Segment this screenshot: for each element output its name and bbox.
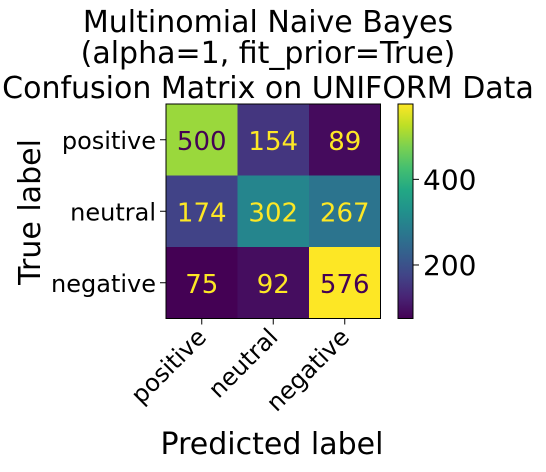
matrix-cell-value: 154 <box>248 127 298 157</box>
matrix-cell <box>166 175 238 248</box>
y-tick-label: positive <box>62 127 156 155</box>
chart-title-line-3: Confusion Matrix on UNIFORM Data <box>2 71 534 106</box>
matrix-cell <box>237 175 310 248</box>
matrix-grid <box>166 104 381 319</box>
matrix-cell-value: 89 <box>328 127 361 157</box>
matrix-cell-value: 576 <box>320 270 370 300</box>
colorbar-tick-label: 200 <box>423 249 476 282</box>
chart-title-line-2: (alpha=1, fit_prior=True) <box>81 36 456 71</box>
matrix-cell <box>309 104 381 176</box>
x-tick-label: positive <box>126 323 212 409</box>
matrix-cell <box>309 247 381 319</box>
matrix-cell <box>237 104 310 176</box>
matrix-cell <box>166 247 238 319</box>
colorbar-gradient <box>397 103 414 319</box>
y-axis-label: True label <box>13 139 48 286</box>
matrix-cell-value: 174 <box>177 198 227 228</box>
colorbar: 200 400 <box>397 103 476 319</box>
matrix-cell-value: 302 <box>248 198 298 228</box>
chart-title: Multinomial Naive Bayes (alpha=1, fit_pr… <box>2 5 534 106</box>
y-tick-label: negative <box>51 270 156 298</box>
chart-title-line-1: Multinomial Naive Bayes <box>83 5 453 40</box>
matrix-cell-value: 500 <box>177 127 227 157</box>
x-axis-label: Predicted label <box>161 427 384 462</box>
matrix-cell-value: 75 <box>185 270 218 300</box>
colorbar-tick-label: 400 <box>423 163 476 196</box>
matrix-cell <box>166 104 238 176</box>
matrix-cell <box>237 247 310 319</box>
y-tick-label: neutral <box>70 198 156 226</box>
matrix-cell-value: 267 <box>320 198 370 228</box>
matrix-cell <box>309 175 381 248</box>
matrix-cell-value: 92 <box>257 270 290 300</box>
matrix-cell-labels: 500 154 89 174 302 267 75 92 576 <box>177 127 370 300</box>
